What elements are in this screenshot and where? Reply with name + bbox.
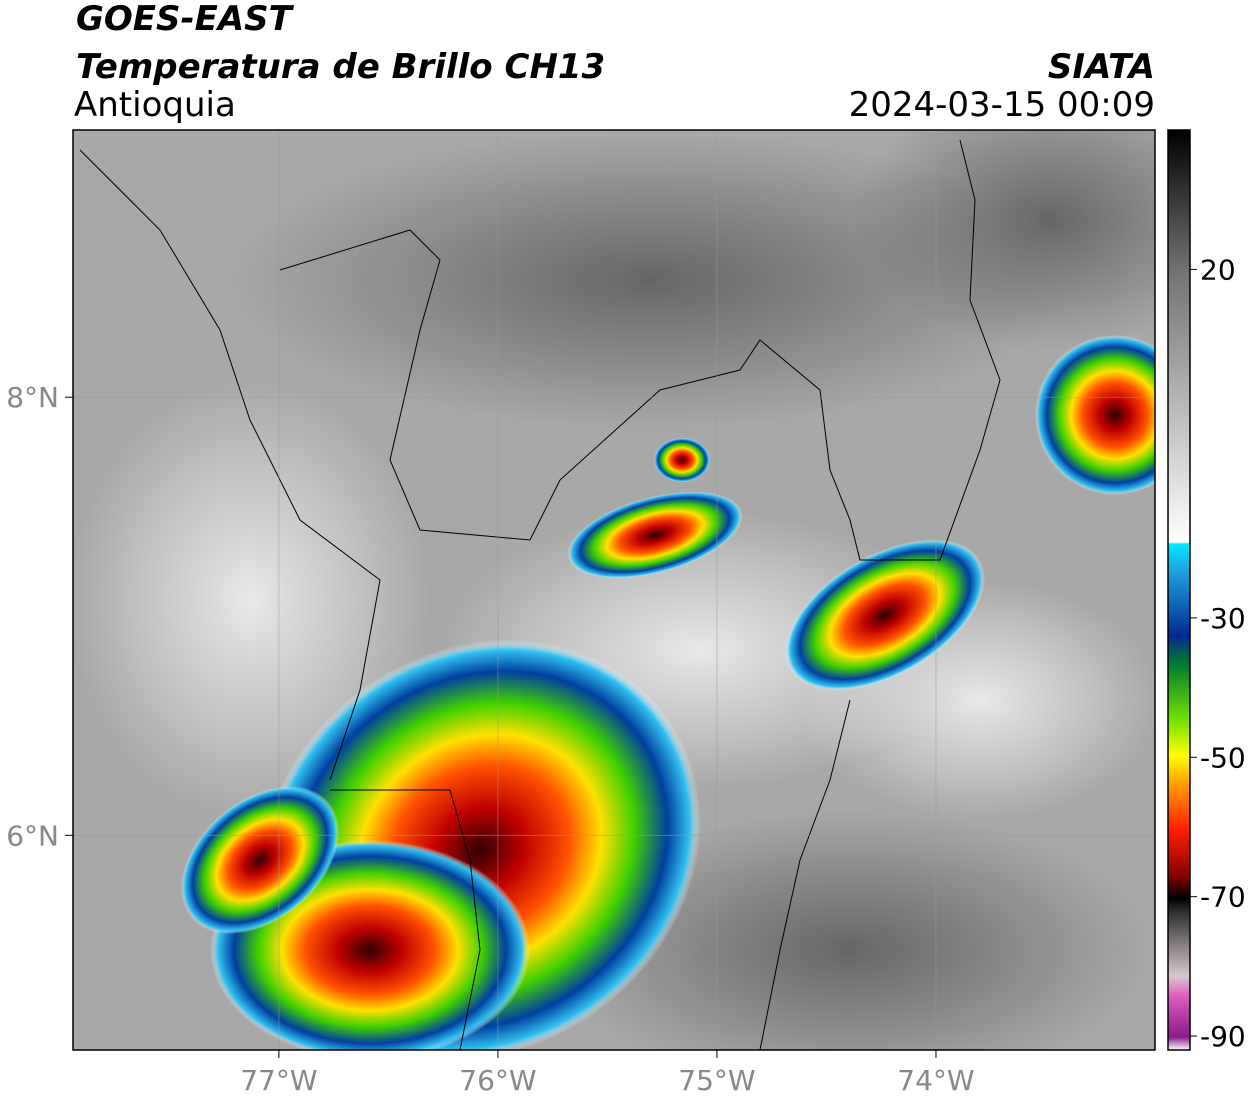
- region: Antioquia: [74, 85, 236, 125]
- graticule: 77°W 76°W 75°W 74°W 8°N 6°N: [6, 130, 1155, 1097]
- colorbar-tick-label: -70: [1200, 881, 1246, 914]
- subtitle: Temperatura de Brillo CH13: [76, 47, 605, 87]
- colorbar: [1167, 129, 1191, 1051]
- x-tick-label: 77°W: [240, 1064, 317, 1097]
- map-frame: [72, 129, 1156, 1051]
- datetime: 2024-03-15 00:09: [849, 85, 1155, 125]
- y-tick-label: 6°N: [6, 819, 59, 852]
- colorbar-ticks: 20 -30 -50 -70 -90: [1190, 253, 1246, 1053]
- colorbar-tick-label: -90: [1200, 1020, 1246, 1053]
- satellite-image: [73, 130, 1155, 1050]
- y-tick-label: 8°N: [6, 381, 59, 414]
- colorbar-tick-label: 20: [1200, 253, 1236, 286]
- x-tick-label: 74°W: [897, 1064, 974, 1097]
- x-tick-label: 75°W: [678, 1064, 755, 1097]
- source: SIATA: [1048, 47, 1155, 87]
- colorbar-tick-label: -50: [1200, 741, 1246, 774]
- colorbar-tick-label: -30: [1200, 602, 1246, 635]
- title: GOES-EAST: [76, 0, 295, 39]
- x-tick-label: 76°W: [459, 1064, 536, 1097]
